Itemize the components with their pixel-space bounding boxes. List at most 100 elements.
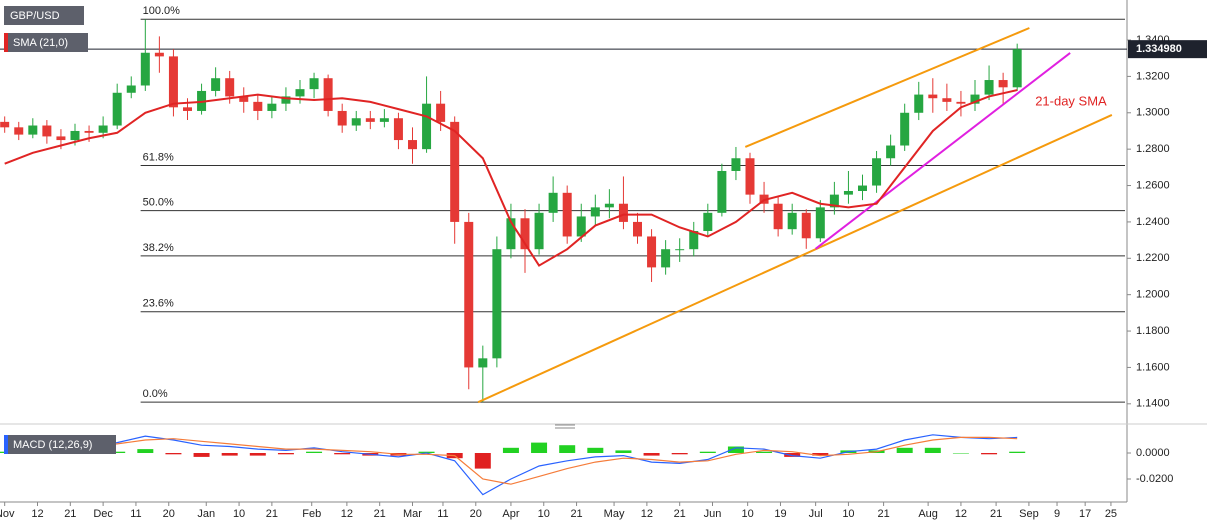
candle-body [731,158,741,171]
trend-line [815,52,1071,250]
macd-histogram-bar [896,447,913,454]
y-tick-label: 1.2400 [1136,216,1170,228]
candle-body [309,78,319,90]
candle-body [56,136,66,141]
x-tick-label: 11 [130,508,141,520]
y-tick-label: 1.1600 [1136,361,1170,373]
x-tick-label: May [604,508,625,520]
candle-body [492,249,502,359]
fib-label: 38.2% [143,242,174,254]
fib-label: 61.8% [143,151,174,163]
x-tick-label: 21 [570,508,582,520]
candle-body [590,207,600,217]
candle-body [703,212,713,232]
fib-label: 100.0% [143,5,181,17]
macd-histogram-bar [109,451,126,454]
x-tick-label: Apr [502,508,519,520]
y-tick-label: 1.1800 [1136,325,1170,337]
macd-histogram-bar [334,453,351,455]
legend-box [4,6,84,25]
x-tick-label: 21 [877,508,889,520]
macd-histogram-bar [727,446,744,454]
candle-body [450,121,460,222]
candle-body [675,249,685,251]
candle-body [914,94,924,113]
fib-label: 50.0% [143,197,174,209]
macd-histogram-bar [784,453,801,457]
y-tick-label: 1.3200 [1136,70,1170,82]
x-tick-label: 10 [742,508,754,520]
last-price-label: 1.334980 [1136,43,1182,55]
fib-label: 23.6% [143,298,174,310]
sma-line [4,89,1018,267]
x-tick-label: 9 [1054,508,1060,520]
x-tick-label: 19 [774,508,786,520]
candle-body [942,98,952,102]
candle-body [801,212,811,239]
candle-body [436,103,446,122]
candle-body [28,125,38,135]
candle-body [984,80,994,95]
candle-body [351,118,361,126]
candle-body [0,121,10,128]
candle-body [408,140,417,150]
candle-body [661,249,671,268]
candle-body [211,78,221,91]
candle-body [295,89,305,97]
candle-body [379,118,389,122]
x-tick-label: Jul [809,508,823,520]
candle-body [689,231,699,250]
x-tick-label: Mar [403,508,422,520]
sma-legend-label: SMA (21,0) [13,37,68,49]
candle-body [365,118,375,122]
trend-line [477,114,1113,404]
x-tick-label: Jun [704,508,722,520]
candle-body [98,125,108,133]
candle-body [112,92,122,126]
x-tick-label: 10 [233,508,245,520]
candle-body [717,170,727,213]
y-tick-label: 1.3000 [1136,107,1170,119]
candle-body [154,52,164,57]
y-tick-label: 1.2000 [1136,289,1170,301]
x-tick-label: 21 [266,508,278,520]
macd-histogram-bar [587,447,604,454]
macd-histogram-bar [249,453,266,456]
legend-box [4,435,116,454]
x-tick-label: Feb [302,508,321,520]
x-tick-label: 10 [538,508,550,520]
candle-body [970,94,980,104]
legend-swatch [4,33,8,52]
candle-body [337,110,347,126]
macd-histogram-bar [502,447,519,454]
candle-body [773,203,783,230]
candle-body [393,118,403,141]
macd-histogram-bar [924,447,941,454]
candle-body [1012,49,1022,88]
legend: GBP/USD SMA (21,0) MACD (12,26,9) [4,6,116,454]
x-tick-label: 20 [163,508,175,520]
candle-body [633,221,642,237]
candle-body [464,221,474,368]
candle-body [886,145,896,159]
fib-label: 0.0% [143,388,168,400]
candle-body [267,103,277,111]
y-tick-label: 1.2200 [1136,252,1170,264]
candle-body [422,103,432,150]
macd-pane [0,434,1026,496]
macd-histogram-bar [474,453,491,469]
last-price-box [1128,40,1207,59]
instrument-label: GBP/USD [10,10,60,22]
candle-body [225,78,235,97]
macd-histogram-bar [137,449,154,454]
x-tick-label: Aug [918,508,938,520]
x-tick-label: 20 [470,508,482,520]
candle-body [872,158,882,186]
candle-body [647,236,657,268]
candle-body [576,216,586,237]
macd-histogram-bar [1009,451,1026,454]
candle-body [84,130,94,133]
candle-body [239,96,249,102]
